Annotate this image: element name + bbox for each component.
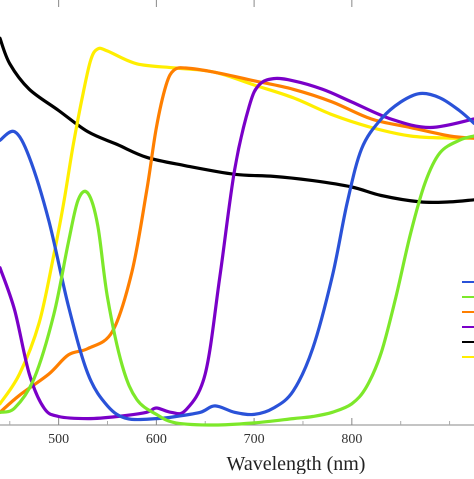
legend [462, 281, 474, 358]
series-line-1 [0, 36, 474, 205]
x-tick-label: 800 [341, 432, 362, 447]
x-axis-label: Wavelength (nm) [227, 453, 366, 474]
x-tick-label: 700 [244, 432, 265, 447]
x-tick-label: 600 [146, 432, 167, 447]
series-line-6 [0, 134, 474, 427]
x-tick-label: 500 [48, 432, 69, 447]
x-axis-ticks: 500 600 700 800 [9, 0, 451, 447]
series-line-3 [0, 66, 474, 414]
series-line-2 [0, 46, 474, 406]
series-line-4 [0, 76, 474, 421]
series-line-5 [0, 91, 474, 422]
series-layer [0, 36, 474, 427]
